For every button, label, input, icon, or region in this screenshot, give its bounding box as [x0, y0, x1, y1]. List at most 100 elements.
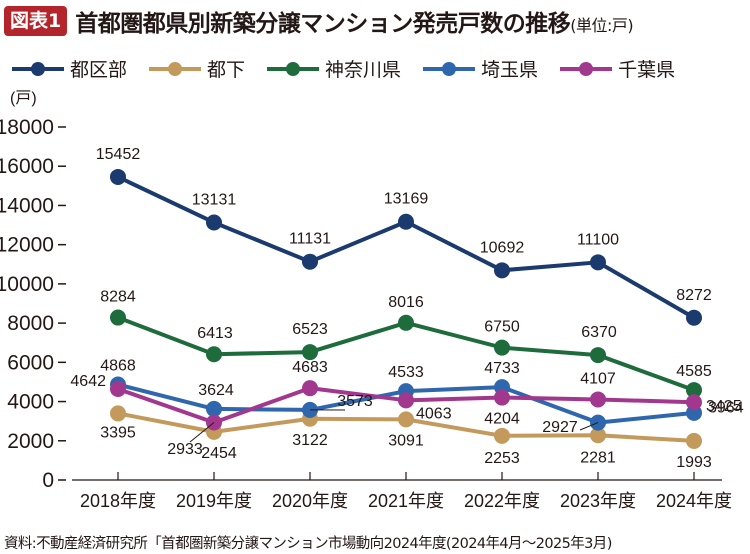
- data-point: [110, 309, 126, 326]
- data-label: 2281: [580, 449, 616, 466]
- x-tick-label: 2020年度: [272, 491, 348, 511]
- figure-badge: 図表1: [4, 6, 68, 36]
- y-tick-label: 8000: [7, 312, 54, 335]
- chart-header: 図表1 首都圏都県別新築分譲マンション発売戸数の推移(単位:戸): [4, 4, 634, 38]
- legend-line-marker-icon: [267, 61, 320, 77]
- data-point: [686, 432, 702, 449]
- unit-label: (単位:戸): [570, 16, 634, 35]
- data-label: 11131: [289, 231, 331, 248]
- legend-item: 神奈川県: [267, 55, 401, 82]
- data-point: [590, 347, 606, 364]
- y-tick-label: 10000: [0, 273, 54, 296]
- y-tick-label: 0: [42, 469, 54, 492]
- data-point: [686, 309, 702, 326]
- data-label: 2253: [484, 450, 520, 467]
- y-tick-label: 14000: [0, 194, 54, 217]
- x-tick-label: 2023年度: [560, 491, 636, 511]
- data-label: 10692: [480, 239, 525, 256]
- data-label: 4868: [100, 358, 136, 375]
- data-label: 11100: [577, 231, 619, 248]
- legend-line-marker-icon: [423, 61, 476, 77]
- data-point: [206, 346, 222, 363]
- legend-line-marker-icon: [149, 61, 202, 77]
- x-tick-label: 2021年度: [368, 491, 444, 511]
- leader-line: [189, 422, 215, 443]
- data-point: [398, 314, 414, 331]
- legend-item: 都区部: [12, 55, 127, 82]
- data-point: [494, 339, 510, 356]
- data-point: [686, 382, 702, 399]
- x-tick-label: 2024年度: [656, 491, 732, 511]
- legend-item: 埼玉県: [423, 55, 538, 82]
- source-note: 資料:不動産経済研究所「首都圏新築分譲マンション市場動向2024年度(2024年…: [4, 536, 612, 552]
- legend-item: 千葉県: [560, 55, 675, 82]
- data-label: 2933: [167, 441, 203, 458]
- data-point: [206, 400, 222, 417]
- legend-line-marker-icon: [12, 61, 64, 77]
- legend: 都区部 都下 神奈川県 埼玉県 千葉県: [12, 55, 697, 82]
- leader-line: [579, 422, 599, 431]
- legend-line-marker-icon: [560, 61, 613, 77]
- data-label: 8272: [676, 287, 712, 304]
- data-label: 3624: [198, 382, 234, 399]
- data-point: [590, 391, 606, 408]
- data-label: 4642: [70, 373, 106, 390]
- chart-title: 首都圏都県別新築分譲マンション発売戸数の推移(単位:戸): [75, 4, 633, 38]
- data-label: 3964: [708, 399, 744, 416]
- y-tick-label: 12000: [0, 234, 54, 257]
- data-point: [494, 389, 510, 406]
- data-label: 4204: [484, 411, 520, 428]
- x-tick-label: 2019年度: [176, 491, 252, 511]
- data-label: 4733: [484, 360, 520, 377]
- data-label: 6413: [197, 325, 233, 342]
- data-label: 6523: [292, 321, 328, 338]
- data-label: 2927: [542, 419, 578, 436]
- data-label: 6370: [581, 324, 617, 341]
- title-text: 首都圏都県別新築分譲マンション発売戸数の推移: [75, 11, 571, 37]
- legend-label: 都下: [207, 59, 246, 81]
- data-label: 13131: [192, 191, 237, 208]
- legend-item: 都下: [149, 55, 245, 82]
- y-tick-label: 4000: [7, 391, 54, 414]
- legend-label: 神奈川県: [325, 59, 402, 81]
- data-point: [686, 394, 702, 411]
- data-point: [110, 405, 126, 422]
- data-label: 4585: [676, 363, 712, 380]
- data-label: 4063: [416, 405, 452, 422]
- data-label: 8284: [100, 289, 136, 306]
- data-point: [302, 344, 318, 361]
- y-tick-label: 18000: [0, 116, 54, 139]
- data-label: 3425: [706, 398, 742, 415]
- data-label: 4533: [388, 364, 424, 381]
- data-label: 8016: [388, 294, 424, 311]
- data-point: [590, 254, 606, 271]
- data-label: 15452: [96, 146, 141, 163]
- data-label: 3122: [292, 432, 328, 449]
- data-label: 13169: [384, 191, 429, 208]
- x-tick-label: 2022年度: [464, 491, 540, 511]
- data-label: 3573: [337, 393, 373, 410]
- y-tick-label: 2000: [7, 430, 54, 453]
- y-tick-label: 6000: [7, 351, 54, 374]
- data-point: [398, 213, 414, 230]
- x-tick-label: 2018年度: [80, 491, 156, 511]
- data-point: [302, 253, 318, 270]
- data-point: [398, 392, 414, 409]
- legend-label: 千葉県: [618, 59, 676, 81]
- data-label: 2454: [201, 445, 237, 462]
- data-point: [494, 427, 510, 444]
- y-axis-unit-label: (戸): [10, 90, 37, 107]
- data-label: 4683: [292, 359, 328, 376]
- data-label: 6750: [484, 319, 520, 336]
- data-point: [590, 427, 606, 444]
- data-point: [302, 380, 318, 397]
- data-label: 3395: [100, 424, 136, 441]
- data-label: 1993: [676, 454, 712, 471]
- data-point: [398, 411, 414, 428]
- data-label: 3091: [388, 432, 424, 449]
- legend-label: 都区部: [70, 59, 128, 81]
- data-point: [206, 214, 222, 231]
- data-point: [110, 380, 126, 397]
- data-point: [494, 262, 510, 279]
